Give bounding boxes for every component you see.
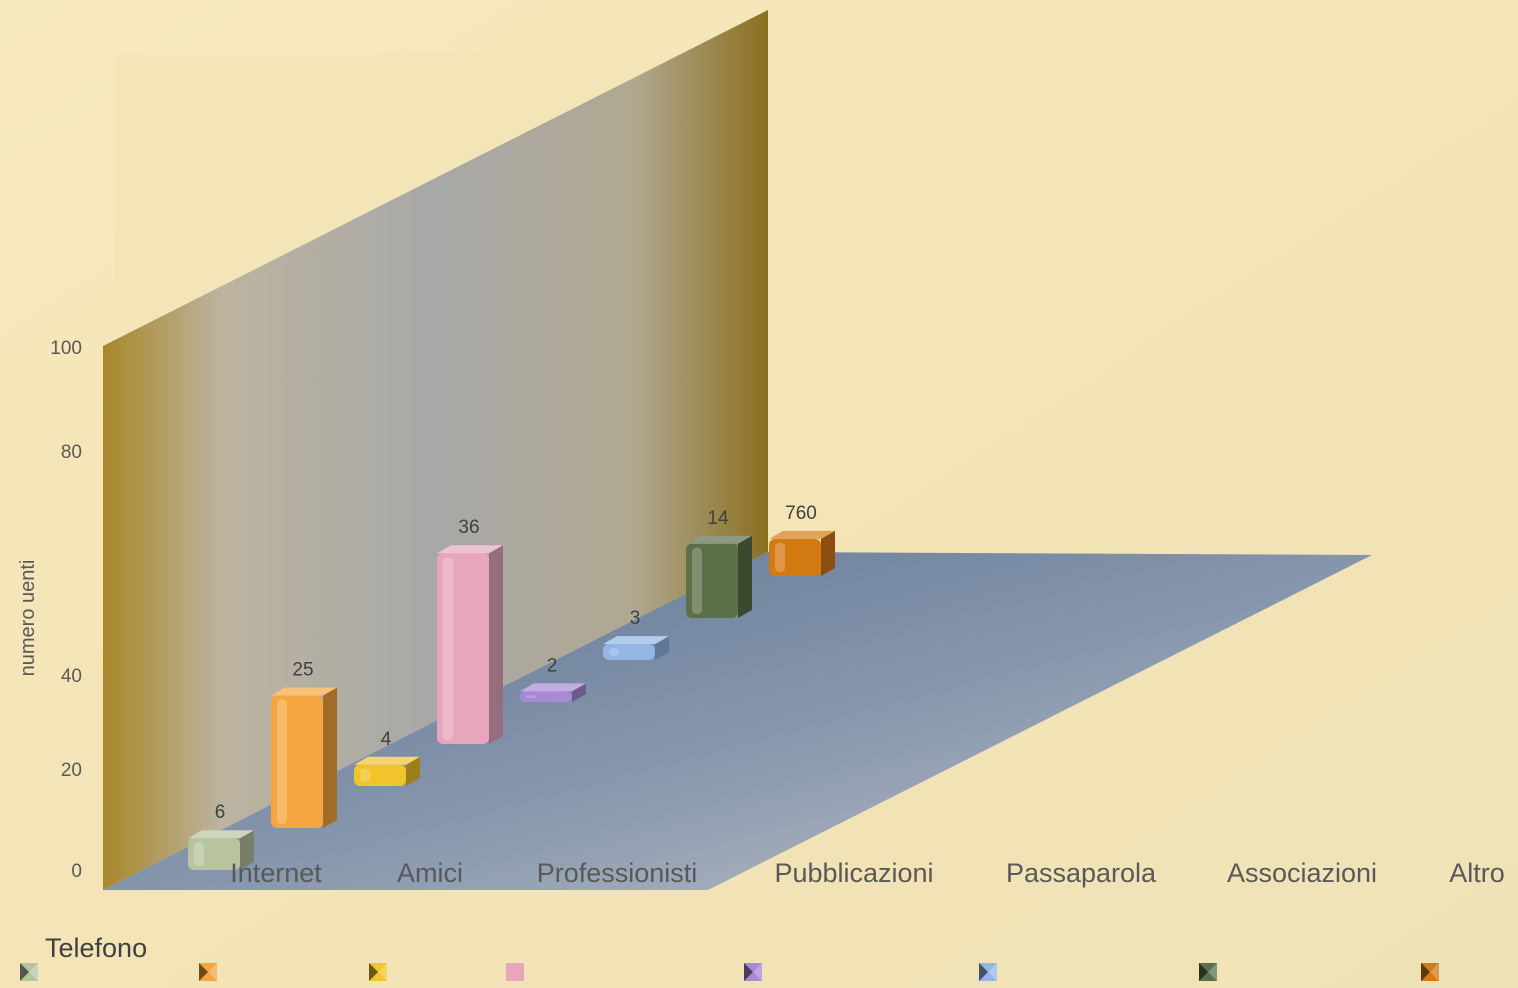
bar [437, 545, 503, 744]
bar-highlight [775, 542, 785, 572]
bar-top [686, 535, 752, 544]
bars [188, 530, 835, 870]
bar [271, 687, 337, 828]
floor [103, 552, 1372, 890]
bar-side [738, 535, 752, 618]
y-tick-label: 80 [61, 442, 82, 463]
bar-front [188, 838, 240, 870]
bar-highlight [277, 699, 287, 824]
legend-marker [979, 963, 997, 981]
bar-front [603, 644, 655, 660]
value-label: 2 [547, 655, 558, 676]
bar-highlight [360, 768, 370, 782]
bar-side [240, 830, 254, 870]
bar [769, 530, 835, 576]
bar-front [354, 764, 406, 786]
bar-top [520, 683, 586, 692]
bar-side [821, 530, 835, 576]
legend-marker [1421, 963, 1439, 981]
category-label: Professionisti [537, 858, 698, 888]
value-label: 3 [630, 608, 641, 629]
value-label: 25 [292, 660, 313, 681]
value-labels: 6 25 4 36 2 3 14 760 [215, 503, 817, 823]
bar-top [603, 636, 669, 645]
bar-front [437, 553, 489, 744]
legend-marker [744, 963, 762, 981]
bar [520, 683, 586, 702]
bar-side [572, 683, 586, 702]
legend-marker [506, 963, 524, 981]
category-label: Internet [230, 858, 322, 888]
bar-side [655, 636, 669, 660]
category-label: Altro [1449, 858, 1505, 888]
bar [354, 756, 420, 786]
bar-top [769, 530, 835, 539]
bar [686, 535, 752, 618]
bar [603, 636, 669, 660]
y-tick-label: 20 [61, 760, 82, 781]
y-axis-label: numero uenti [17, 560, 39, 677]
category-label: Pubblicazioni [774, 858, 933, 888]
back-wall [103, 10, 768, 890]
bar-top [271, 687, 337, 696]
value-label: 6 [215, 802, 226, 823]
value-label: 4 [381, 729, 392, 750]
y-axis-ticks: 0 20 40 80 100 [50, 338, 82, 882]
legend-marker [369, 963, 387, 981]
category-labels: Internet Amici Professionisti Pubblicazi… [45, 858, 1505, 963]
bar-side [323, 687, 337, 828]
bar-top [188, 830, 254, 839]
y-tick-label: 0 [71, 861, 82, 882]
value-label: 760 [785, 503, 817, 524]
bar-side [489, 545, 503, 744]
category-label: Amici [397, 858, 463, 888]
y-tick-label: 40 [61, 666, 82, 687]
legend-marker [199, 963, 217, 981]
bar-side [406, 756, 420, 786]
bar-highlight [194, 842, 204, 866]
y-tick-label: 100 [50, 338, 82, 359]
bar-highlight [526, 695, 536, 698]
value-label: 14 [707, 508, 729, 529]
bar [188, 830, 254, 870]
category-label: Associazioni [1227, 858, 1377, 888]
bar-front [769, 538, 821, 576]
bar-highlight [692, 547, 702, 614]
bar-front [686, 543, 738, 618]
bar-front [520, 691, 572, 702]
bar-top [354, 756, 420, 765]
category-label: Telefono [45, 933, 147, 963]
legend-marker [20, 963, 38, 981]
bar-top [437, 545, 503, 554]
bar-highlight [609, 648, 619, 656]
category-label: Passaparola [1006, 858, 1157, 888]
legend [20, 963, 1439, 981]
bar-front [271, 695, 323, 828]
bar-highlight [443, 557, 453, 740]
legend-marker [1199, 963, 1217, 981]
value-label: 36 [458, 517, 479, 538]
